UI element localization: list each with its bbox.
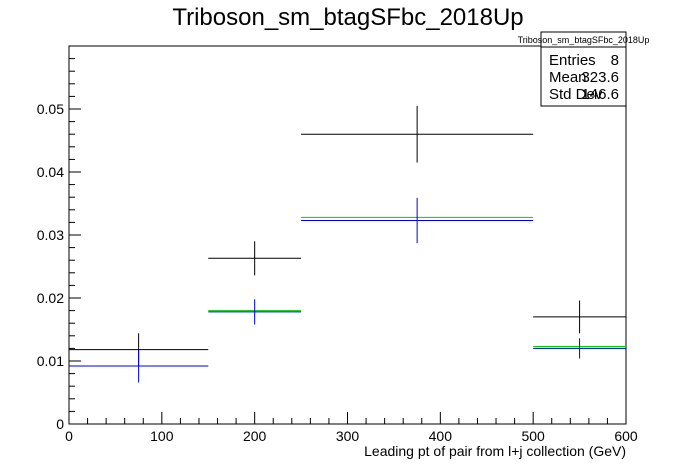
x-tick-label: 200 [243,428,267,444]
x-axis: 0 100 200 300 400 500 600 [65,412,638,444]
series-1 [69,216,626,367]
x-tick-label: 300 [336,428,360,444]
x-tick-label: 500 [521,428,545,444]
stats-stddev-value: 146.6 [581,86,619,103]
x-tick-label: 600 [614,428,638,444]
stats-entries-label: Entries [549,52,596,69]
x-axis-label: Leading pt of pair from l+j collection (… [364,443,626,459]
x-tick-label: 400 [429,428,453,444]
y-axis: 0 0.01 0.02 0.03 0.04 0.05 [37,45,81,432]
y-tick-label: 0.02 [37,290,64,306]
stats-box: Triboson_sm_btagSFbc_2018Up Entries 8 Me… [518,31,650,107]
stats-stddev-label: Std Dev [549,86,603,103]
stats-mean-value: 323.6 [581,69,619,86]
y-tick-label: 0.05 [37,101,64,117]
stats-box-title: Triboson_sm_btagSFbc_2018Up [518,35,650,45]
chart-title: Triboson_sm_btagSFbc_2018Up [172,4,523,31]
y-tick-label: 0.01 [37,353,64,369]
x-tick-label: 100 [150,428,174,444]
y-tick-label: 0.04 [37,164,64,180]
stats-entries-value: 8 [611,52,619,69]
series-layer [69,105,626,383]
series-0 [69,105,626,367]
x-tick-label: 0 [65,428,73,444]
y-tick-label: 0.03 [37,227,64,243]
series-2 [69,197,626,383]
stats-mean-label: Mean [549,69,587,86]
y-tick-label: 0 [56,416,64,432]
stats-box-frame [540,31,627,107]
